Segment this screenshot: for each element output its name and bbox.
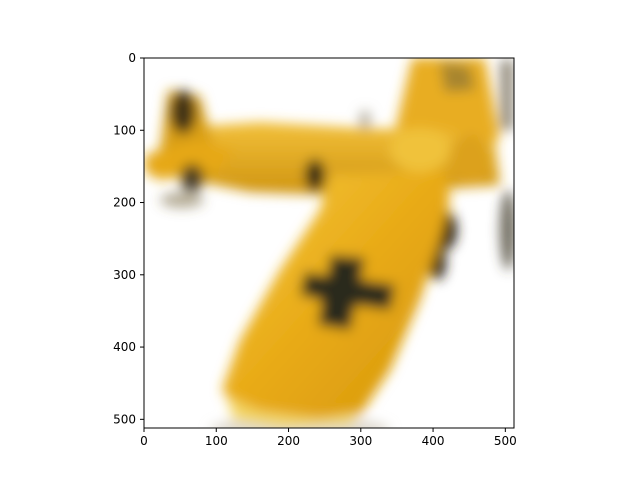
x-tick-label: 400 — [422, 434, 445, 448]
airplane-image — [144, 58, 514, 428]
x-tick-label: 300 — [349, 434, 372, 448]
axes-frame — [143, 57, 515, 429]
y-tick-label: 300 — [113, 268, 136, 282]
x-axis: 0 100 200 300 400 500 — [140, 428, 517, 448]
x-tick-label: 0 — [140, 434, 148, 448]
y-tick-label: 400 — [113, 340, 136, 354]
y-tick-label: 0 — [128, 51, 136, 65]
x-tick-label: 500 — [494, 434, 517, 448]
y-axis: 0 100 200 300 400 500 — [113, 51, 144, 426]
x-tick-label: 200 — [277, 434, 300, 448]
y-tick-label: 100 — [113, 123, 136, 137]
x-tick-label: 100 — [205, 434, 228, 448]
y-tick-label: 200 — [113, 196, 136, 210]
y-tick-label: 500 — [113, 412, 136, 426]
